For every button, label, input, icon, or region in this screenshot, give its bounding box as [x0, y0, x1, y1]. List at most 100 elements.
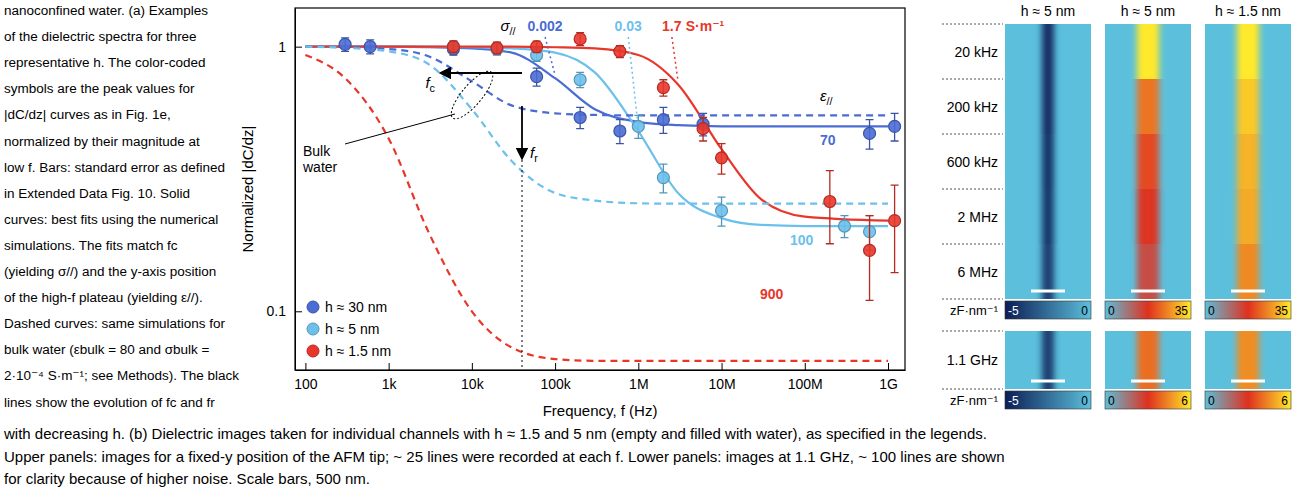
error-bar [866, 216, 874, 301]
row-separator [942, 24, 1003, 25]
caption-line: representative h. The color-coded [4, 55, 205, 70]
sigma-value: 0.03 [615, 18, 642, 34]
data-point [491, 42, 503, 54]
data-point [657, 82, 669, 94]
row-label: 1.1 GHz [947, 352, 998, 368]
plot-frame [295, 8, 905, 370]
annotations: 0.0020.031.7S·m⁻¹σ//70100900ε//fcfrBulkw… [302, 17, 836, 367]
colorbar-tick-label: -5 [1008, 304, 1019, 318]
tick: 1 [278, 39, 302, 55]
legend-marker [307, 345, 319, 357]
data-point [657, 172, 669, 184]
image-column: h ≈ 5 nm-50-50 [1005, 3, 1091, 409]
legend-marker [307, 323, 319, 335]
tick-mark [638, 363, 639, 370]
colorbar-tick-label: 0 [1081, 304, 1088, 318]
fit-curve [305, 47, 888, 221]
sigma-value: 0.002 [527, 18, 562, 34]
tick: 100k [540, 363, 571, 392]
row-separator [942, 189, 1003, 190]
image-background [1005, 24, 1091, 299]
tick-mark [305, 363, 306, 370]
row-separator [942, 79, 1003, 80]
image-stripe [1237, 24, 1259, 79]
scale-bar [1031, 380, 1065, 383]
y-axis: 0.11 [267, 9, 302, 371]
caption-line: nanoconfined water. (a) Examples [4, 3, 208, 18]
row-separator [942, 299, 1003, 300]
image-background [1105, 331, 1191, 389]
row-separator [942, 244, 1003, 245]
image-column: h ≈ 5 nm03506 [1105, 3, 1191, 409]
image-stripe [1237, 134, 1259, 189]
caption-line: Upper panels: images for a fixed-y posit… [4, 448, 1005, 465]
caption-line: (yielding σ//) and the y-axis position [4, 264, 216, 279]
column-header: h ≈ 5 nm [1021, 3, 1075, 19]
tick-mark [555, 363, 556, 370]
y-axis-title: Normalized |dC/dz| [239, 125, 256, 252]
chart: 1001k10k100k1M10M100M1G0.11Frequency, f … [239, 8, 906, 419]
image-background [1005, 331, 1091, 389]
image-stripe [1137, 24, 1159, 79]
bulk-label: Bulkwater [302, 143, 338, 175]
legend: h ≈ 30 nmh ≈ 5 nmh ≈ 1.5 nm [307, 299, 391, 359]
tick-mark [295, 311, 302, 312]
caption-line: low f. Bars: standard error as defined [4, 160, 225, 175]
data-point [889, 215, 901, 227]
colorbar-tick-label: 0 [1208, 394, 1215, 408]
image-column: h ≈ 1.5 nm03506 [1205, 3, 1291, 409]
image-background [1205, 331, 1291, 389]
tick-mark [389, 363, 390, 370]
colorbar-tick-label: 0 [1108, 304, 1115, 318]
fr-arrow [521, 106, 523, 158]
caption: nanoconfined water. (a) Examplesof the d… [3, 3, 1005, 487]
tick-label: 1M [629, 376, 648, 392]
data-point [716, 152, 728, 164]
tick-label: 1G [879, 376, 898, 392]
row-label: 600 kHz [947, 154, 998, 170]
sigma-label: σ// [500, 17, 515, 37]
data-point [447, 41, 459, 53]
colorbar-label: zF·nm⁻¹ [950, 393, 999, 408]
scale-bar [1031, 290, 1065, 293]
colorbar-tick-label: 6 [1181, 394, 1188, 408]
bulk-curve [305, 47, 888, 116]
data-point [447, 41, 459, 53]
data-point [838, 220, 850, 232]
data-point [574, 33, 586, 45]
row-separator [942, 331, 1003, 332]
image-stripe [1137, 189, 1159, 244]
dielectric-images: 20 kHz200 kHz600 kHz2 MHz6 MHz1.1 GHzzF·… [942, 3, 1291, 409]
bulk-curve [305, 55, 888, 361]
fr-label: fr [530, 144, 538, 164]
colorbar [1005, 391, 1091, 409]
scale-bar [1131, 290, 1165, 293]
data-point [531, 41, 543, 53]
sigma-value: 1.7 [662, 18, 682, 34]
data-point [614, 45, 626, 57]
image-stripe [1042, 24, 1054, 79]
colorbar-tick-label: 35 [1175, 304, 1189, 318]
tick: 100 [294, 363, 318, 392]
leader-line [672, 37, 678, 81]
tick-label: 1k [382, 376, 398, 392]
x-axis-title: Frequency, f (Hz) [543, 402, 658, 419]
leader-line [628, 37, 638, 128]
epsilon-label: ε// [820, 87, 833, 107]
tick-mark [722, 363, 723, 370]
tick-label: 100M [788, 376, 823, 392]
epsilon-value: 70 [820, 132, 836, 148]
data-point [614, 125, 626, 137]
row-label: 20 kHz [954, 44, 998, 60]
column-header: h ≈ 5 nm [1121, 3, 1175, 19]
colorbar [1205, 301, 1291, 319]
colorbar-tick-label: 0 [1208, 304, 1215, 318]
leader-line [545, 37, 555, 75]
tick-mark [472, 363, 473, 370]
tick: 1k [382, 363, 398, 392]
scale-bar [1231, 380, 1265, 383]
colorbar [1105, 391, 1191, 409]
tick-label: 10k [461, 376, 485, 392]
tick-label: 1 [278, 39, 286, 55]
image-stripe [1042, 189, 1054, 244]
